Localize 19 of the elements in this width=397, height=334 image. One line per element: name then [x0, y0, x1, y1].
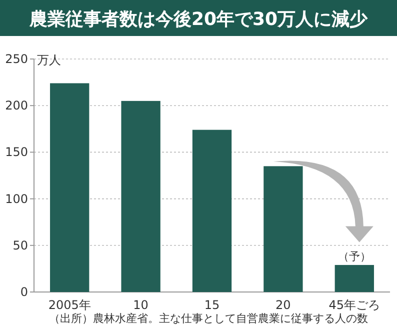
y-tick-label: 100: [5, 192, 28, 206]
bar: [334, 264, 374, 292]
y-tick-label: 250: [5, 52, 28, 66]
chart-title: 農業従事者数は今後20年で30万人に減少: [28, 9, 369, 30]
x-tick-label: 15: [204, 298, 220, 312]
x-tick-label: 45年ごろ: [328, 298, 380, 312]
x-tick-label: 2005年: [48, 298, 91, 312]
y-tick-label: 50: [12, 238, 28, 252]
y-tick-label: 0: [20, 285, 28, 299]
bar: [192, 130, 232, 292]
y-axis-title: 万人: [37, 53, 61, 67]
y-tick-label: 150: [5, 145, 28, 160]
x-tick-label: 10: [133, 298, 148, 312]
bar: [50, 83, 90, 292]
bar: [121, 100, 160, 292]
annotation: （予）: [338, 250, 371, 263]
text: （出所）農林水産省。主な仕事として自営農業に従事する人の数: [49, 312, 368, 325]
x-tick-label: 20: [276, 298, 291, 312]
y-tick-label: 200: [5, 98, 28, 113]
